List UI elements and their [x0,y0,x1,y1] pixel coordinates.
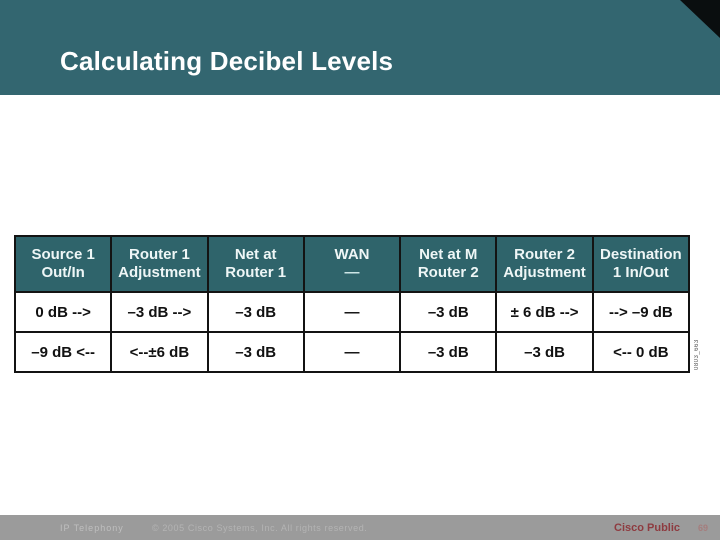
header-router-1-adjustment: Router 1 Adjustment [110,235,209,293]
table-cell: –3 dB --> [110,291,209,333]
header-line: Source 1 [31,246,95,263]
header-line: Out/In [41,264,85,281]
footer-bar: IP Telephony © 2005 Cisco Systems, Inc. … [0,515,720,540]
table-cell: 0 dB --> [13,291,113,333]
figure-id-label: 0803_663 [694,339,700,370]
header-line: Net at [234,246,277,263]
table-cell: –3 dB [206,291,305,333]
header-source-1: Source 1 Out/In [13,235,113,293]
header-line: Router 2 [514,246,575,263]
header-line: Adjustment [503,264,586,281]
header-line: Router 1 [225,264,287,281]
footer-page-number: 69 [698,523,709,533]
table-row-return-path: –9 dB <-- <--±6 dB –3 dB — –3 dB –3 dB <… [13,331,691,373]
footer-copyright: © 2005 Cisco Systems, Inc. All rights re… [152,523,368,533]
table-cell: –3 dB [399,331,498,373]
footer-product-label: IP Telephony [60,523,124,533]
header-line: Net at M [419,246,478,263]
header-line: Router 1 [129,246,190,263]
decibel-table-body: 0 dB --> –3 dB --> –3 dB — –3 dB ± 6 dB … [13,291,691,373]
table-cell: — [302,331,402,373]
table-cell: ± 6 dB --> [495,291,594,333]
header-line: Destination [600,246,682,263]
header-line: WAN [334,246,370,263]
header-dash: — [344,264,360,281]
decibel-table-head: Source 1 Out/In Router 1 Adjustment Net … [13,235,691,293]
table-row-forward-path: 0 dB --> –3 dB --> –3 dB — –3 dB ± 6 dB … [13,291,691,333]
header-router-2-adjustment: Router 2 Adjustment [495,235,594,293]
header-destination-1: Destination 1 In/Out [591,235,691,293]
header-net-at-router-1: Net at Router 1 [206,235,305,293]
table-cell: — [302,291,402,333]
footer-classification: Cisco Public [614,522,681,534]
header-line: Adjustment [118,264,201,281]
page-title: Calculating Decibel Levels [60,46,394,76]
table-cell: –3 dB [495,331,594,373]
table-header-row: Source 1 Out/In Router 1 Adjustment Net … [13,235,691,293]
header-wan: WAN — [302,235,402,293]
header-line: Router 2 [417,264,479,281]
header-line: 1 In/Out [612,264,669,281]
table-cell: –9 dB <-- [13,331,113,373]
header-net-at-m-router-2: Net at M Router 2 [399,235,498,293]
table-cell: <-- 0 dB [591,331,691,373]
header-bar: Calculating Decibel Levels [0,0,720,95]
table-cell: –3 dB [206,331,305,373]
table-cell: <--±6 dB [110,331,209,373]
decibel-table: Source 1 Out/In Router 1 Adjustment Net … [13,235,691,373]
table-cell: –3 dB [399,291,498,333]
corner-accent-triangle [680,0,720,38]
table-cell: --> –9 dB [591,291,691,333]
